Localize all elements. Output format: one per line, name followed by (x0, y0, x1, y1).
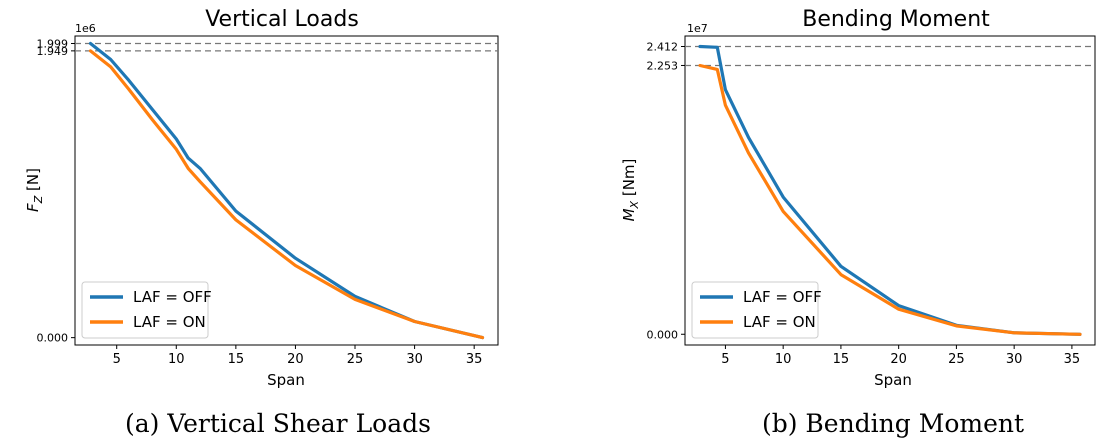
chart-b-y-axis-label: MX [Nm] (620, 159, 641, 222)
b-y-tick-label-0: 0.000 (647, 328, 679, 341)
a-x-tick-label-0: 5 (113, 352, 121, 367)
a-x-tick-label-2: 15 (228, 352, 245, 367)
chart-a-y-label-sub: Z (32, 195, 45, 204)
a-x-tick-label-1: 10 (168, 352, 185, 367)
chart-b-caption: (b) Bending Moment (762, 409, 1024, 438)
chart-b-reference-lines (685, 45, 1095, 67)
chart-b-series (698, 44, 1082, 336)
a-x-tick-label-5: 30 (406, 352, 423, 367)
b-x-tick-label-0: 5 (721, 352, 729, 367)
chart-b-plot-area (684, 35, 1096, 346)
chart-b-x-ticks: 5 10 15 20 25 30 35 (721, 345, 1080, 367)
a-series-line-0 (88, 41, 485, 340)
a-series-line-1 (88, 49, 485, 340)
chart-a-legend-label-on: LAF = ON (133, 313, 206, 331)
chart-b-y-scale-label: 1e7 (687, 22, 708, 35)
chart-a-series (88, 41, 485, 340)
chart-a-legend-label-off: LAF = OFF (133, 288, 212, 306)
b-x-tick-label-4: 25 (948, 352, 965, 367)
chart-a-y-axis-label: FZ [N] (24, 168, 45, 212)
a-x-tick-label-6: 35 (466, 352, 483, 367)
chart-a-caption: (a) Vertical Shear Loads (125, 409, 431, 438)
b-x-tick-label-2: 15 (833, 352, 850, 367)
chart-a-legend: LAF = OFF LAF = ON (81, 281, 212, 339)
chart-b-y-label-sub: X (628, 200, 641, 209)
chart-b-y-label-unit: [Nm] (620, 159, 638, 201)
chart-b-y-label-main: M (620, 208, 638, 221)
chart-b-title: Bending Moment (802, 7, 990, 32)
chart-a-title: Vertical Loads (205, 7, 359, 32)
chart-vertical-loads: Vertical Loads 1e6 5 10 15 20 25 30 35 0.000 1.… (24, 7, 499, 438)
chart-a-y-scale-label: 1e6 (75, 22, 96, 35)
b-y-tick-label-2: 2.412 (647, 40, 679, 53)
chart-b-legend-label-off: LAF = OFF (743, 288, 822, 306)
chart-a-reference-lines (75, 42, 498, 52)
a-y-tick-label-1: 1.949 (37, 45, 69, 58)
b-x-tick-label-5: 30 (1006, 352, 1023, 367)
b-series-line-1 (698, 63, 1082, 336)
chart-a-x-axis-label: Span (267, 371, 305, 389)
chart-a-y-label-unit: [N] (24, 168, 42, 196)
chart-a-y-label-main: F (24, 203, 42, 212)
b-y-tick-label-1: 2.253 (647, 59, 679, 72)
a-y-tick-label-2: 1.999 (37, 38, 69, 51)
chart-bending-moment: Bending Moment 1e7 5 10 15 20 25 30 35 0.000 2.… (620, 7, 1096, 438)
b-x-tick-label-3: 20 (890, 352, 907, 367)
chart-b-legend-label-on: LAF = ON (743, 313, 816, 331)
chart-b-y-ticks: 0.000 2.253 2.412 (647, 40, 685, 341)
chart-b-legend: LAF = OFF LAF = ON (691, 281, 822, 339)
a-y-tick-label-0: 0.000 (37, 332, 69, 345)
b-x-tick-label-1: 10 (775, 352, 792, 367)
chart-b-x-axis-label: Span (874, 371, 912, 389)
a-x-tick-label-4: 25 (347, 352, 364, 367)
a-x-tick-label-3: 20 (287, 352, 304, 367)
chart-a-x-ticks: 5 10 15 20 25 30 35 (113, 345, 483, 367)
chart-a-plot-area (74, 35, 499, 346)
b-x-tick-label-6: 35 (1064, 352, 1081, 367)
